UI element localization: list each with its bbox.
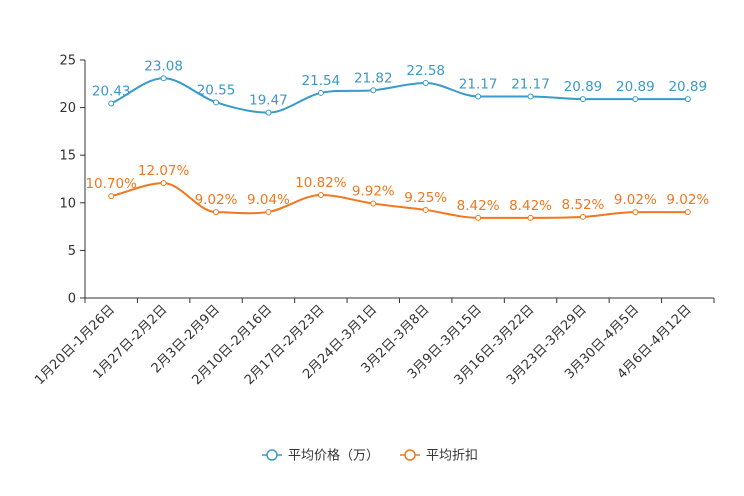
series-1-point xyxy=(317,89,324,96)
series-1-data-label: 21.17 xyxy=(459,76,498,92)
series-1-point xyxy=(108,100,115,107)
series-1-data-label: 20.89 xyxy=(616,79,655,95)
series-1-data-label: 20.55 xyxy=(197,82,236,98)
series-1-point xyxy=(370,87,377,94)
y-tick-label: 20 xyxy=(59,101,76,116)
legend[interactable]: 平均价格（万） 平均折扣 xyxy=(262,448,478,464)
series-1-point xyxy=(422,80,429,87)
y-tick-label: 15 xyxy=(59,149,76,164)
series-2-point xyxy=(579,213,586,220)
series-1-point xyxy=(160,75,167,82)
series-2-data-label: 8.42% xyxy=(457,198,500,214)
series-1-data-label: 19.47 xyxy=(249,93,288,109)
series-1-point xyxy=(684,96,691,103)
series-layer xyxy=(108,75,691,221)
legend-item-2[interactable]: 平均折扣 xyxy=(400,449,478,464)
series-2-data-label: 9.25% xyxy=(404,190,447,206)
series-2-point xyxy=(265,208,272,215)
series-1-point xyxy=(475,93,482,100)
y-tick-label: 25 xyxy=(59,54,76,69)
series-2-point xyxy=(213,209,220,216)
series-2-point xyxy=(422,206,429,213)
series-2-data-label: 12.07% xyxy=(138,163,190,179)
series-2-data-label: 9.92% xyxy=(352,184,395,200)
data-labels: 20.43 23.08 20.55 19.47 21.54 21.82 22.58 21.17… xyxy=(85,58,709,214)
y-tick-label: 10 xyxy=(59,196,76,211)
series-2-data-label: 9.02% xyxy=(666,192,709,208)
series-2-data-label: 9.02% xyxy=(195,192,238,208)
series-2-point xyxy=(632,209,639,216)
series-2-point xyxy=(108,193,115,200)
y-tick-label: 0 xyxy=(68,292,76,307)
series-2-data-label: 8.52% xyxy=(562,197,605,213)
legend-item-1[interactable]: 平均价格（万） xyxy=(262,448,379,464)
legend-label: 平均折扣 xyxy=(426,449,478,464)
series-2-data-label: 8.42% xyxy=(509,198,552,214)
series-2-data-label: 9.04% xyxy=(247,192,290,208)
y-tick-label: 5 xyxy=(68,244,76,259)
series-1-data-label: 21.17 xyxy=(511,76,550,92)
legend-marker-icon xyxy=(404,449,416,461)
axes: 05101520251月20日-1月26日1月27日-2月2日2月3日-2月9日… xyxy=(32,54,715,388)
series-1-point xyxy=(527,93,534,100)
legend-marker-icon xyxy=(266,449,278,461)
series-1-point xyxy=(213,99,220,106)
series-1-data-label: 20.43 xyxy=(92,84,131,100)
series-2-point xyxy=(684,209,691,216)
series-2-point xyxy=(370,200,377,207)
series-1-point xyxy=(632,96,639,103)
series-1-data-label: 22.58 xyxy=(406,63,445,79)
series-line-1 xyxy=(110,77,688,114)
series-2-point xyxy=(160,180,167,187)
series-2-point xyxy=(527,214,534,221)
series-2-data-label: 10.82% xyxy=(295,175,347,191)
series-1-data-label: 20.89 xyxy=(668,79,707,95)
series-2-data-label: 10.70% xyxy=(85,176,137,192)
series-2-data-label: 9.02% xyxy=(614,192,657,208)
series-1-data-label: 21.82 xyxy=(354,70,393,86)
legend-label: 平均价格（万） xyxy=(288,448,379,464)
series-line-2 xyxy=(110,182,688,219)
series-2-point xyxy=(475,214,482,221)
series-1-data-label: 20.89 xyxy=(564,79,603,95)
series-1-data-label: 23.08 xyxy=(144,58,183,74)
series-2-point xyxy=(317,191,324,198)
series-1-point xyxy=(579,96,586,103)
series-1-data-label: 21.54 xyxy=(302,73,341,89)
series-1-point xyxy=(265,109,272,116)
